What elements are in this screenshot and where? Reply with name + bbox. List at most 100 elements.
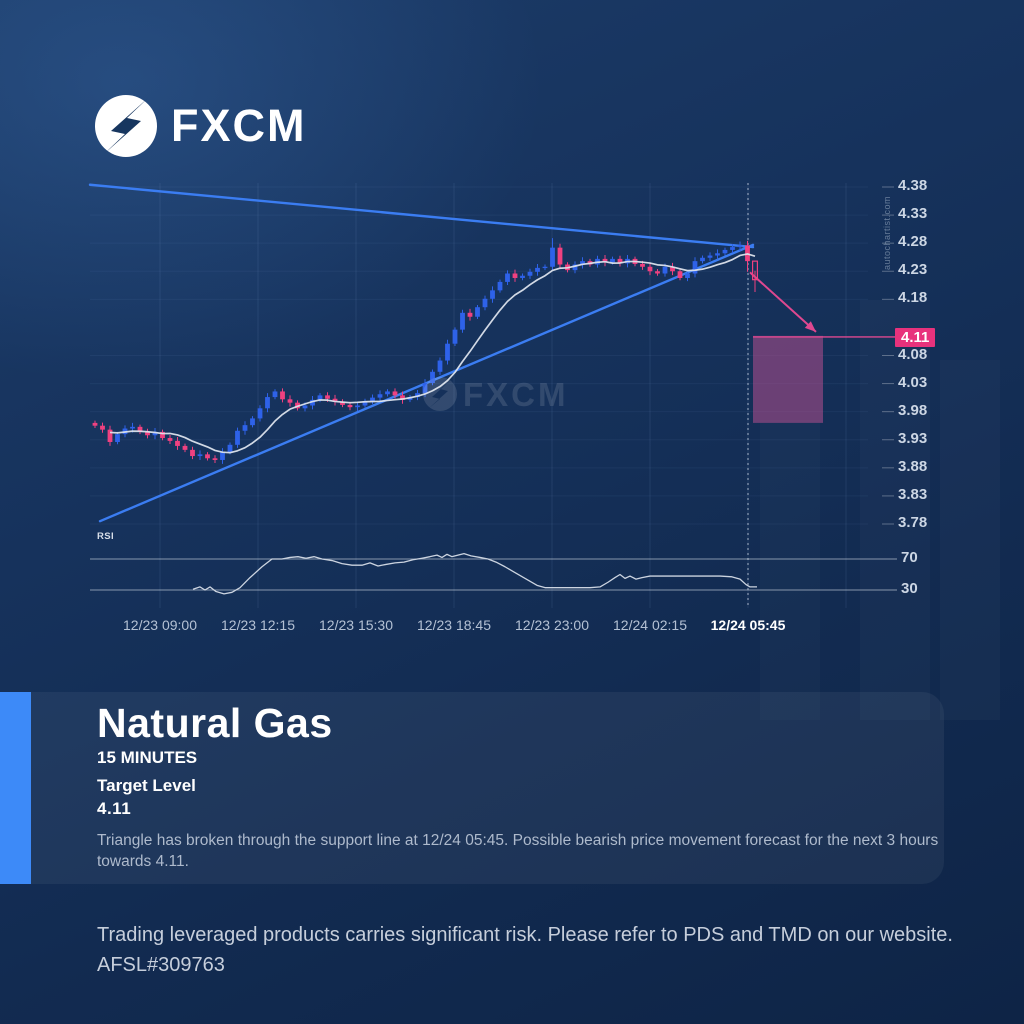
candle-body <box>580 261 585 265</box>
candle-body <box>647 266 653 272</box>
candle-body <box>520 275 525 278</box>
candle-body <box>392 391 398 396</box>
candle-body <box>722 249 728 254</box>
target-price-badge: 4.11 <box>895 327 936 347</box>
candle-body <box>662 266 668 274</box>
candle-body <box>145 431 150 436</box>
candle-body <box>205 454 210 459</box>
candle-body <box>542 266 548 269</box>
candle-body <box>677 271 683 278</box>
candle-body <box>655 271 660 274</box>
brand-logo-text: FXCM <box>171 100 307 151</box>
candle-body <box>175 440 180 446</box>
timeframe-label: 15 MINUTES <box>97 748 198 767</box>
resistance-trendline <box>88 183 755 249</box>
price-axis-tick: 4.03 <box>898 373 928 391</box>
target-level-label: Target Level <box>97 776 196 795</box>
price-axis-tick: 4.08 <box>898 345 928 363</box>
candle-body <box>115 434 120 442</box>
risk-disclaimer: Trading leveraged products carries signi… <box>97 924 953 976</box>
candle-body <box>415 393 420 398</box>
candle-body <box>370 397 375 401</box>
candle-body <box>700 257 705 262</box>
candle-body <box>167 438 173 441</box>
candle-body <box>362 400 368 406</box>
candle-body <box>730 247 735 250</box>
candle-body <box>460 312 465 330</box>
candle-body <box>355 405 360 408</box>
candle-body <box>497 281 503 291</box>
candle-body <box>445 343 450 361</box>
price-axis-tick: 3.93 <box>898 429 928 447</box>
rsi-line <box>192 552 757 595</box>
candle-body <box>670 266 675 272</box>
chart-watermark: FXCM <box>423 376 566 413</box>
candle-body <box>715 253 720 256</box>
time-axis-tick: 12/23 09:00 <box>123 617 197 633</box>
candle-body <box>287 399 293 403</box>
instrument-title: Natural Gas <box>97 700 333 746</box>
card-accent-bar <box>0 692 31 884</box>
target-level-value: 4.11 <box>97 799 132 818</box>
candle-body <box>505 273 510 282</box>
price-axis-tick: 3.83 <box>898 485 928 503</box>
candle-body <box>377 394 383 398</box>
candle-body <box>310 399 315 406</box>
watermark-bolt <box>428 379 452 409</box>
candle-body <box>212 458 218 460</box>
candle-body <box>707 255 713 258</box>
signal-card <box>31 692 944 884</box>
candle-body <box>535 267 540 272</box>
candle-body <box>325 395 330 399</box>
candle-body <box>550 247 555 267</box>
candle-body <box>751 260 758 281</box>
candle-body <box>527 271 533 276</box>
candle-body <box>490 290 495 299</box>
candle-body <box>137 426 143 432</box>
candle-body <box>332 398 338 402</box>
candle-body <box>235 430 240 445</box>
candle-body <box>242 425 248 431</box>
candle-body <box>347 404 353 408</box>
time-axis-tick: 12/23 23:00 <box>515 617 589 633</box>
candle-body <box>265 397 270 409</box>
candle-body <box>385 391 390 395</box>
candle-body <box>160 431 165 439</box>
candle-body <box>190 449 195 457</box>
candle-body <box>685 273 690 278</box>
candle-body <box>430 371 435 384</box>
candle-body <box>197 454 203 457</box>
candle-body <box>280 391 285 400</box>
forecast-arrow <box>749 271 817 333</box>
candle-body <box>92 422 98 426</box>
signal-description: Triangle has broken through the support … <box>97 832 939 870</box>
candle-body <box>220 452 225 460</box>
candle-body <box>257 408 263 419</box>
candle-body <box>610 258 615 263</box>
candle-body <box>272 391 278 398</box>
rsi-panel-label: RSI <box>97 531 115 542</box>
rsi-axis-tick: 70 <box>901 549 918 566</box>
price-axis-tick: 4.28 <box>898 233 928 251</box>
price-axis-tick: 3.88 <box>898 457 928 475</box>
time-axis-tick: 12/24 02:15 <box>613 617 687 633</box>
candle-body <box>602 258 608 263</box>
time-axis-tick: 12/23 12:15 <box>221 617 295 633</box>
price-axis-tick: 4.38 <box>898 177 928 194</box>
candle-body <box>737 245 743 248</box>
target-projection-box <box>753 335 823 423</box>
candle-body <box>475 307 480 317</box>
price-axis-tick: 4.23 <box>898 261 928 279</box>
watermark-logo-icon <box>423 377 457 411</box>
moving-average-line <box>109 253 756 454</box>
candle-body <box>437 360 443 372</box>
candle-body <box>107 429 113 442</box>
price-axis-tick: 4.18 <box>898 289 928 307</box>
candle-body <box>182 445 188 450</box>
candle-body <box>557 247 563 265</box>
brand-logo: FXCM <box>95 95 307 157</box>
candle-body <box>572 264 578 271</box>
candle-body <box>617 258 623 264</box>
